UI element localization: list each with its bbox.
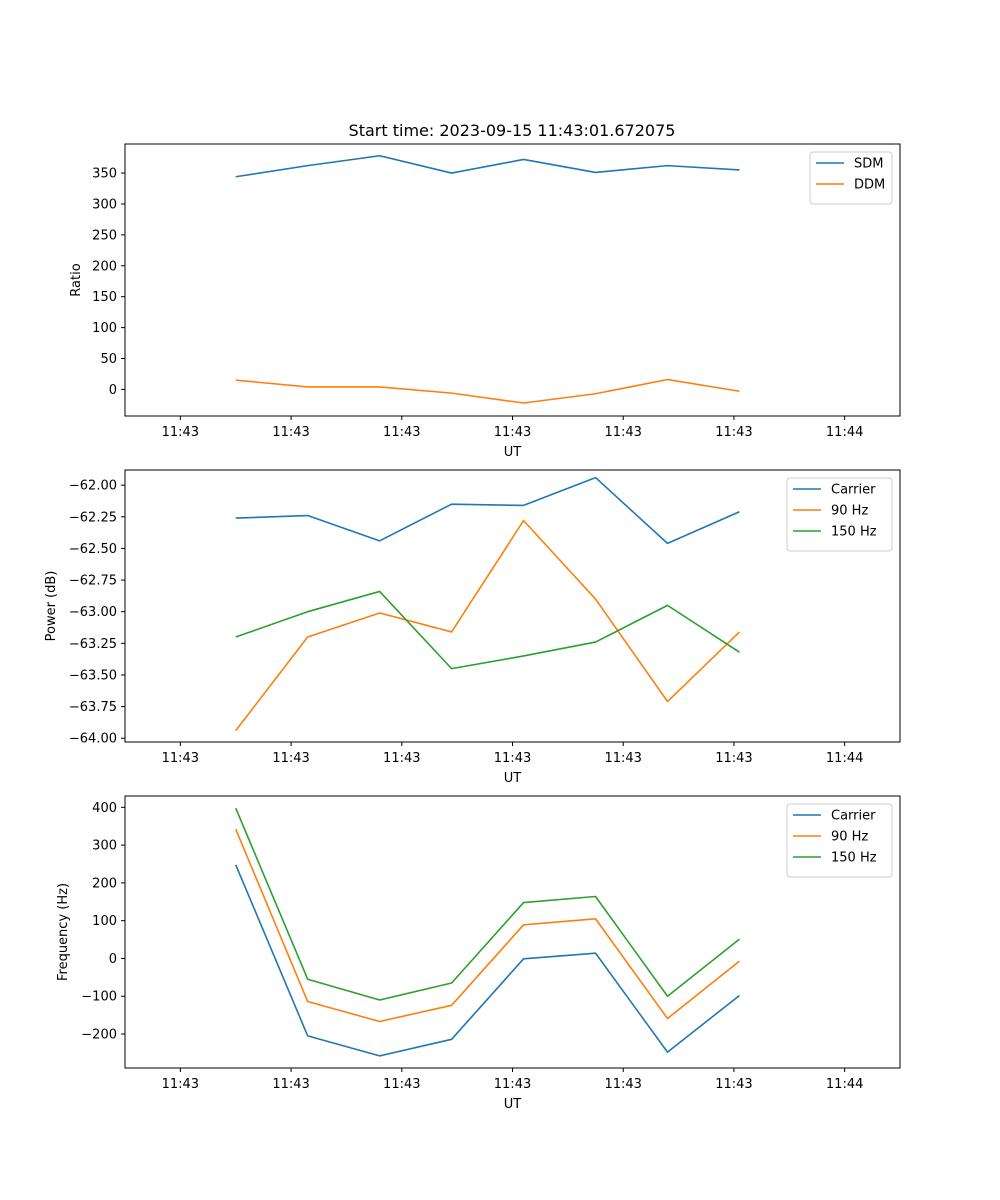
y-tick-label: −63.25 xyxy=(69,637,117,652)
x-tick-label: 11:44 xyxy=(826,1077,863,1092)
y-axis-label: Power (dB) xyxy=(44,571,59,642)
y-tick-label: −200 xyxy=(81,1028,117,1043)
x-tick-label: 11:43 xyxy=(272,1077,309,1092)
y-tick-label: −62.50 xyxy=(69,542,117,557)
y-tick-label: 300 xyxy=(92,197,117,212)
y-tick-label: −63.00 xyxy=(69,605,117,620)
legend-label: 150 Hz xyxy=(831,525,877,540)
y-tick-label: 0 xyxy=(109,952,117,967)
plot-frame xyxy=(124,143,901,417)
series-line-150-hz xyxy=(235,590,740,670)
legend-box xyxy=(786,477,893,552)
x-tick-label: 11:43 xyxy=(715,1077,752,1092)
x-tick-label: 11:43 xyxy=(604,1077,641,1092)
y-tick-label: 200 xyxy=(92,259,117,274)
series-line-90-hz xyxy=(235,519,741,732)
y-tick-label: −64.00 xyxy=(69,732,117,747)
x-axis-label: UT xyxy=(504,771,522,786)
x-tick-label: 11:43 xyxy=(715,751,752,766)
y-axis-label: Frequency (Hz) xyxy=(56,883,71,981)
y-tick-label: 50 xyxy=(100,352,117,367)
y-tick-label: −63.75 xyxy=(69,700,117,715)
series-line-150-hz xyxy=(234,807,740,1001)
x-tick-label: 11:43 xyxy=(604,425,641,440)
x-axis-label: UT xyxy=(504,445,522,460)
y-tick-label: −62.25 xyxy=(69,510,117,525)
figure-title: Start time: 2023-09-15 11:43:01.672075 xyxy=(349,121,676,140)
y-tick-label: 250 xyxy=(92,228,117,243)
y-tick-label: −62.75 xyxy=(69,574,117,589)
x-tick-label: 11:43 xyxy=(494,1077,531,1092)
x-tick-label: 11:43 xyxy=(383,425,420,440)
subplot-3: 11:43 11:43 11:43 11:43 11:43 11:43 11:44 UT −20… xyxy=(56,795,901,1112)
legend: SDM DDM xyxy=(809,151,893,205)
y-tick-label: 350 xyxy=(92,167,117,182)
legend: Carrier 90 Hz 150 Hz xyxy=(786,803,893,878)
legend-label: SDM xyxy=(854,157,883,172)
x-tick-label: 11:43 xyxy=(272,751,309,766)
y-tick-label: 150 xyxy=(92,290,117,305)
y-tick-label: 0 xyxy=(109,383,117,398)
x-tick-label: 11:43 xyxy=(162,751,199,766)
legend-label: 90 Hz xyxy=(831,830,868,845)
plot-frame xyxy=(124,469,901,743)
legend-box xyxy=(786,803,893,878)
x-tick-label: 11:43 xyxy=(272,425,309,440)
y-tick-label: 300 xyxy=(92,839,117,854)
legend: Carrier 90 Hz 150 Hz xyxy=(786,477,893,552)
series-line-90-hz xyxy=(234,828,740,1023)
plot-frame xyxy=(124,795,901,1069)
legend-label: 90 Hz xyxy=(831,504,868,519)
y-tick-label: −100 xyxy=(81,990,117,1005)
x-tick-label: 11:43 xyxy=(162,1077,199,1092)
x-tick-label: 11:43 xyxy=(162,425,199,440)
subplot-1: 11:43 11:43 11:43 11:43 11:43 11:43 11:44 UT 0 50… xyxy=(69,143,901,460)
y-tick-label: −63.50 xyxy=(69,668,117,683)
legend-label: DDM xyxy=(854,178,885,193)
x-tick-label: 11:44 xyxy=(826,751,863,766)
subplot-2: 11:43 11:43 11:43 11:43 11:43 11:43 11:44 UT −64… xyxy=(44,469,901,786)
x-tick-label: 11:43 xyxy=(494,751,531,766)
x-tick-label: 11:43 xyxy=(383,751,420,766)
legend-label: 150 Hz xyxy=(831,851,877,866)
y-axis-label: Ratio xyxy=(69,263,84,296)
x-tick-label: 11:43 xyxy=(383,1077,420,1092)
y-tick-label: 400 xyxy=(92,801,117,816)
series-line-sdm xyxy=(235,154,740,178)
legend-label: Carrier xyxy=(831,809,876,824)
x-tick-label: 11:43 xyxy=(494,425,531,440)
x-axis-label: UT xyxy=(504,1097,522,1112)
legend-box xyxy=(809,151,893,205)
series-line-carrier xyxy=(235,476,740,545)
y-tick-label: 100 xyxy=(92,914,117,929)
series-line-carrier xyxy=(234,864,740,1057)
x-tick-label: 11:43 xyxy=(715,425,752,440)
y-tick-label: −62.00 xyxy=(69,479,117,494)
x-tick-label: 11:43 xyxy=(604,751,641,766)
y-tick-label: 100 xyxy=(92,321,117,336)
y-tick-label: 200 xyxy=(92,876,117,891)
x-tick-label: 11:44 xyxy=(826,425,863,440)
series-line-ddm xyxy=(235,378,740,404)
legend-label: Carrier xyxy=(831,483,876,498)
